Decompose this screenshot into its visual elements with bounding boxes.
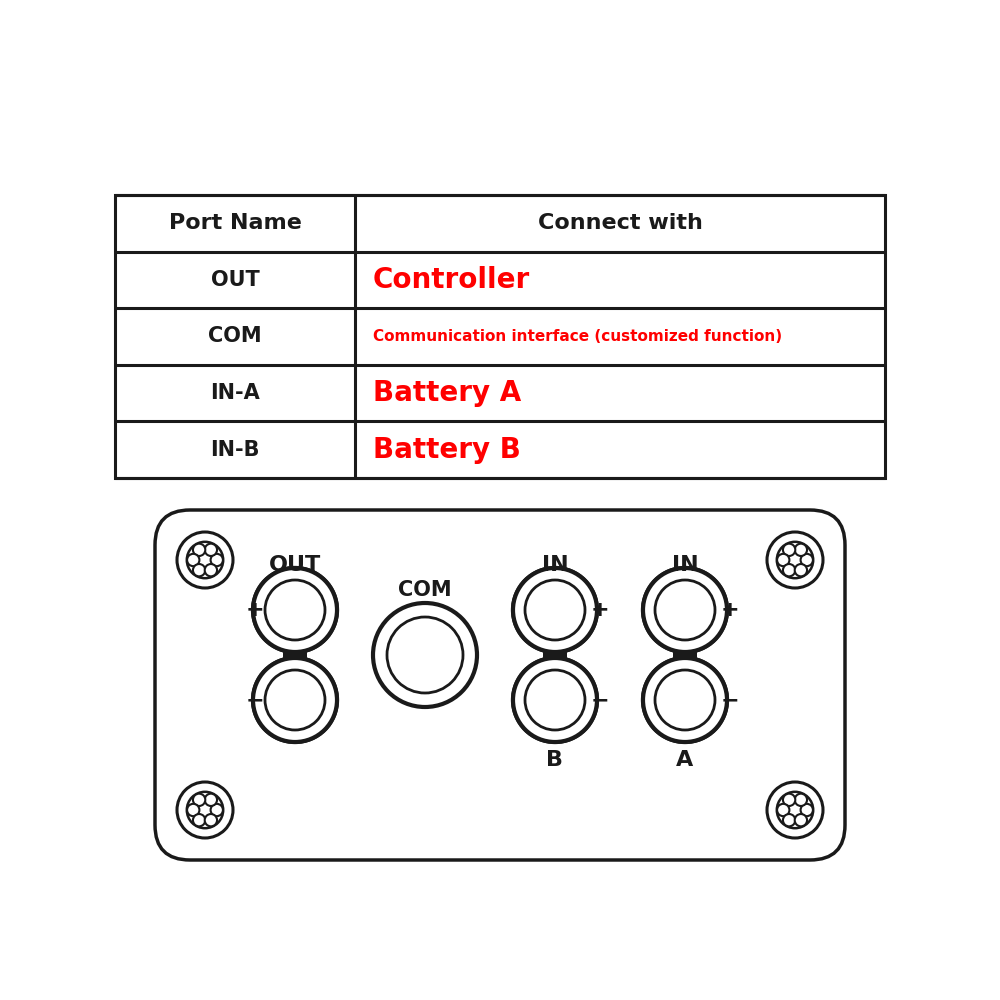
Circle shape <box>513 658 597 742</box>
Circle shape <box>205 544 217 556</box>
Circle shape <box>795 814 807 826</box>
Circle shape <box>187 542 223 578</box>
Text: +: + <box>591 600 609 620</box>
Text: Battery B: Battery B <box>373 436 521 464</box>
Circle shape <box>777 542 813 578</box>
Circle shape <box>767 532 823 588</box>
Circle shape <box>643 658 727 742</box>
Circle shape <box>767 782 823 838</box>
Circle shape <box>205 814 217 826</box>
Circle shape <box>643 658 727 742</box>
Circle shape <box>783 544 795 556</box>
Circle shape <box>643 568 727 652</box>
Circle shape <box>795 544 807 556</box>
Text: OUT: OUT <box>269 555 321 575</box>
Circle shape <box>265 670 325 730</box>
Circle shape <box>777 792 813 828</box>
Circle shape <box>265 580 325 640</box>
Circle shape <box>525 670 585 730</box>
Circle shape <box>777 554 789 566</box>
Text: COM: COM <box>398 580 452 600</box>
Circle shape <box>655 670 715 730</box>
Circle shape <box>187 804 199 816</box>
Circle shape <box>801 554 813 566</box>
Circle shape <box>783 564 795 576</box>
Circle shape <box>177 532 233 588</box>
Circle shape <box>655 670 715 730</box>
Text: +: + <box>246 600 264 620</box>
Text: Port Name: Port Name <box>169 213 301 233</box>
Text: −: − <box>721 690 739 710</box>
Circle shape <box>177 782 233 838</box>
Text: +: + <box>721 600 739 620</box>
Circle shape <box>783 814 795 826</box>
Text: OUT: OUT <box>211 270 259 290</box>
Circle shape <box>525 580 585 640</box>
Circle shape <box>513 568 597 652</box>
Circle shape <box>253 658 337 742</box>
Circle shape <box>777 804 789 816</box>
Bar <box>283 610 307 700</box>
Circle shape <box>655 580 715 640</box>
Circle shape <box>373 603 477 707</box>
Circle shape <box>253 568 337 652</box>
Circle shape <box>387 617 463 693</box>
Bar <box>543 610 567 700</box>
Circle shape <box>795 564 807 576</box>
Circle shape <box>795 794 807 806</box>
Text: Battery A: Battery A <box>373 379 521 407</box>
Circle shape <box>253 658 337 742</box>
Text: IN-A: IN-A <box>210 383 260 403</box>
Bar <box>673 610 697 700</box>
Circle shape <box>193 544 205 556</box>
Circle shape <box>211 804 223 816</box>
Circle shape <box>193 794 205 806</box>
Text: −: − <box>591 690 609 710</box>
Circle shape <box>525 670 585 730</box>
Text: Connect with: Connect with <box>538 213 702 233</box>
FancyBboxPatch shape <box>155 510 845 860</box>
Circle shape <box>187 792 223 828</box>
Text: A: A <box>676 750 694 770</box>
Text: Communication interface (customized function): Communication interface (customized func… <box>373 329 782 344</box>
Circle shape <box>513 568 597 652</box>
Circle shape <box>643 568 727 652</box>
Text: −: − <box>246 690 264 710</box>
Circle shape <box>513 658 597 742</box>
Text: IN: IN <box>542 555 568 575</box>
Text: COM: COM <box>208 326 262 347</box>
Circle shape <box>525 580 585 640</box>
Circle shape <box>265 580 325 640</box>
Text: B: B <box>546 750 564 770</box>
Circle shape <box>265 670 325 730</box>
Text: IN-B: IN-B <box>210 440 260 460</box>
Circle shape <box>193 814 205 826</box>
Text: Controller: Controller <box>373 266 530 294</box>
Text: IN: IN <box>672 555 698 575</box>
Circle shape <box>655 580 715 640</box>
Circle shape <box>205 564 217 576</box>
Circle shape <box>193 564 205 576</box>
Circle shape <box>211 554 223 566</box>
Circle shape <box>205 794 217 806</box>
Bar <box>115 195 885 478</box>
Circle shape <box>783 794 795 806</box>
Circle shape <box>801 804 813 816</box>
Circle shape <box>187 554 199 566</box>
Circle shape <box>253 568 337 652</box>
